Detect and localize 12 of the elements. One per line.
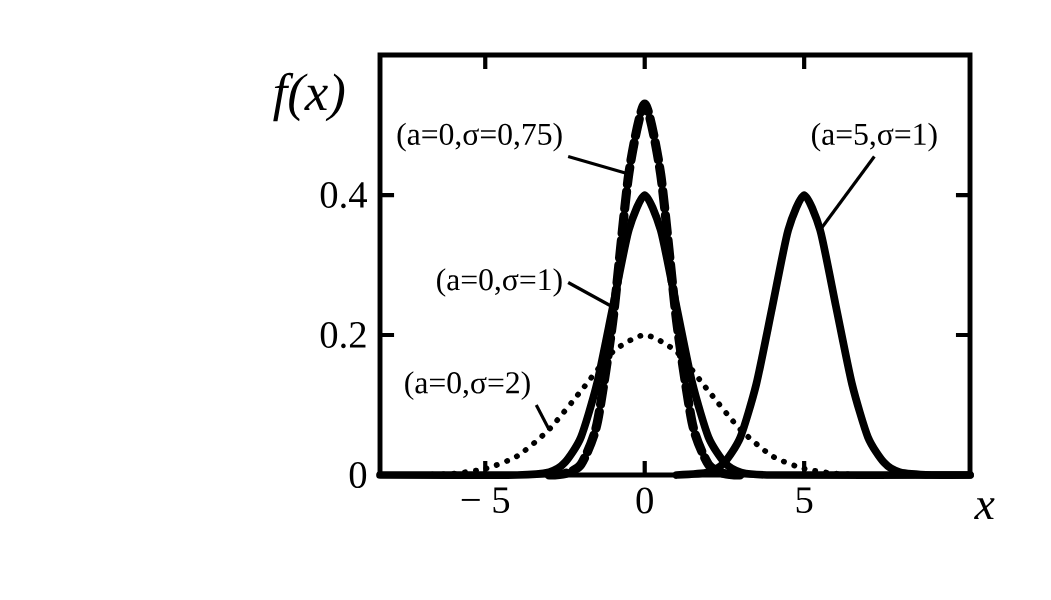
y-axis-title: f(x) [273,72,345,122]
annotation: (a=5,σ=1) [812,122,937,152]
annotation: (a=0,σ=0,75) [397,122,562,152]
annotation: (a=0,σ=2) [405,371,530,400]
x-tick-label: 0 [636,487,653,514]
x-tick-label: − 5 [461,487,510,514]
x-tick-label: 5 [796,487,813,514]
annotation: (a=0,σ=1) [437,268,562,297]
y-tick-label: 0 [349,461,367,489]
x-axis-title: x [974,498,995,520]
y-tick-label: 0.4 [320,181,367,209]
y-tick-label: 0.2 [320,321,366,349]
